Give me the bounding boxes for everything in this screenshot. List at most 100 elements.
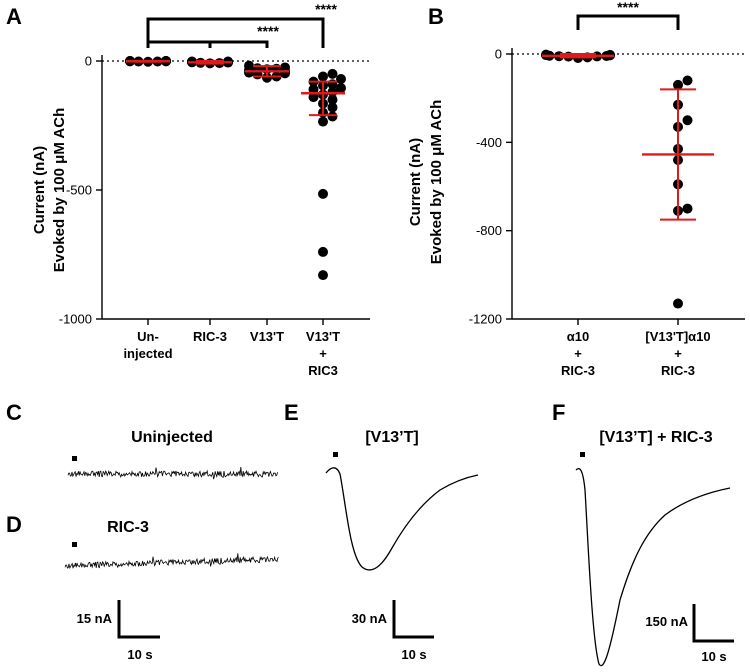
chart-a-category-label: V13'T	[250, 329, 284, 344]
chart-b-category-label: +	[574, 346, 582, 361]
chart-b-ytick-label: -800	[476, 223, 502, 238]
scalebar-e-y-label: 30 nA	[352, 611, 388, 626]
panel-label-e: E	[284, 400, 299, 425]
chart-a-category-label: RIC3	[308, 363, 338, 378]
trace-e-application-marker	[333, 452, 338, 457]
panel-label-a: A	[6, 4, 22, 29]
trace-panel-d: RIC-3	[64, 519, 279, 570]
trace-panel-c: Uninjected	[67, 429, 278, 480]
scalebar-cd-bars	[117, 600, 160, 639]
scalebar-f-y-label: 150 nA	[645, 614, 688, 629]
scalebar-cd-x-label: 10 s	[127, 647, 152, 662]
scalebar-f-bars	[692, 604, 734, 643]
chart-b-data-point	[682, 75, 693, 86]
chart-a-data-point	[327, 68, 338, 79]
chart-b-ytick-label: -1200	[469, 312, 502, 327]
chart-a-data-point	[308, 84, 319, 95]
trace-panel-e: [V13’T]	[325, 429, 479, 571]
scalebar-cd: 15 nA 10 s	[77, 600, 160, 662]
chart-b-category-label: RIC-3	[561, 363, 595, 378]
chart-b-data-point	[673, 79, 683, 90]
chart-a-ytick-label: -1000	[59, 312, 92, 327]
scalebar-f: 150 nA 10 s	[645, 604, 734, 664]
trace-f-title: [V13’T] + RIC-3	[599, 429, 712, 446]
chart-a-data-point	[318, 270, 328, 281]
chart-a-data-point	[327, 102, 338, 113]
panel-label-b: B	[428, 4, 444, 29]
chart-b-axes	[511, 48, 745, 320]
scalebar-e: 30 nA 10 s	[352, 600, 434, 662]
chart-b-category-label: α10	[567, 329, 589, 344]
chart-b-ylabel-line1: Current (nA)	[407, 138, 424, 226]
chart-a-points	[125, 56, 346, 281]
chart-b-significance: ****	[576, 0, 680, 30]
chart-a-data-point	[318, 246, 328, 257]
trace-f-current	[575, 467, 731, 667]
chart-b-category-label: [V13'T]α10	[645, 329, 710, 344]
panel-label-f: F	[552, 400, 565, 425]
chart-b-significance-bracket	[576, 14, 680, 30]
chart-b-data-point	[673, 298, 683, 309]
chart-a-category-label: V13'T	[306, 329, 340, 344]
chart-b-data-point	[682, 115, 693, 126]
chart-a-data-point	[262, 72, 272, 83]
chart-b-yticks: 0 -400 -800 -1200	[469, 47, 512, 327]
trace-c-current	[67, 466, 278, 480]
chart-a-data-point	[327, 94, 338, 105]
chart-b-ylabel-line2: Evoked by 100 μM ACh	[428, 100, 445, 265]
chart-a-data-point	[336, 74, 346, 85]
chart-a-data-point	[327, 111, 338, 122]
chart-a-significance-bracket	[146, 17, 325, 48]
chart-a-mean-sd	[126, 60, 345, 117]
chart-a-data-point	[318, 71, 328, 82]
trace-panel-f: [V13’T] + RIC-3	[575, 429, 731, 667]
trace-d-application-marker	[72, 542, 77, 547]
chart-a-significance: **** ****	[146, 1, 337, 48]
chart-b-categories: α10 + RIC-3 [V13'T]α10 + RIC-3	[561, 319, 711, 378]
chart-a: Current (nA) Evoked by 100 μM ACh 0 -500 -…	[31, 1, 370, 378]
chart-a-category-label: +	[319, 346, 327, 361]
chart-a-significance-bracket	[146, 40, 269, 48]
chart-a-data-point	[308, 92, 319, 103]
panel-label-d: D	[6, 512, 22, 537]
chart-b: Current (nA) Evoked by 100 μM ACh 0 -400 -…	[407, 0, 745, 378]
chart-a-category-label: Un-	[137, 329, 159, 344]
chart-a-data-point	[318, 116, 328, 127]
chart-a-significance-label: ****	[257, 23, 279, 39]
chart-a-significance-label: ****	[315, 1, 337, 17]
trace-d-title: RIC-3	[107, 519, 149, 536]
chart-a-yticks: 0 -500 -1000	[59, 54, 102, 327]
trace-e-current	[325, 467, 479, 571]
chart-a-category-label: RIC-3	[193, 329, 227, 344]
chart-b-ytick-label: -400	[476, 135, 502, 150]
chart-b-category-label: RIC-3	[661, 363, 695, 378]
chart-a-category-label: injected	[123, 346, 172, 361]
scalebar-cd-y-label: 15 nA	[77, 611, 113, 626]
chart-a-ylabel-line2: Evoked by 100 μM ACh	[51, 108, 68, 273]
chart-a-categories: Un-injected RIC-3 V13'T V13'T + RIC3	[123, 319, 340, 378]
scalebar-e-x-label: 10 s	[401, 647, 426, 662]
panel-label-c: C	[6, 400, 22, 425]
chart-a-ytick-label: 0	[85, 54, 92, 69]
chart-b-mean-sd	[542, 53, 714, 221]
chart-a-ytick-label: -500	[66, 183, 92, 198]
chart-b-significance-label: ****	[617, 0, 639, 15]
chart-a-data-point	[318, 188, 328, 199]
chart-b-category-label: +	[674, 346, 682, 361]
trace-c-application-marker	[72, 456, 77, 461]
chart-a-data-point	[336, 83, 346, 94]
chart-a-data-point	[280, 62, 290, 73]
trace-f-application-marker	[580, 452, 585, 457]
trace-e-title: [V13’T]	[365, 429, 418, 446]
chart-b-ytick-label: 0	[495, 47, 502, 62]
chart-b-data-point	[682, 203, 693, 214]
chart-a-ylabel-line1: Current (nA)	[31, 146, 48, 234]
scalebar-f-x-label: 10 s	[701, 649, 726, 664]
chart-a-data-point	[244, 60, 254, 71]
trace-c-title: Uninjected	[131, 429, 213, 446]
chart-a-data-point	[327, 86, 338, 97]
trace-d-current	[64, 553, 279, 570]
scalebar-e-bars	[392, 600, 434, 639]
chart-a-axes	[101, 55, 370, 320]
